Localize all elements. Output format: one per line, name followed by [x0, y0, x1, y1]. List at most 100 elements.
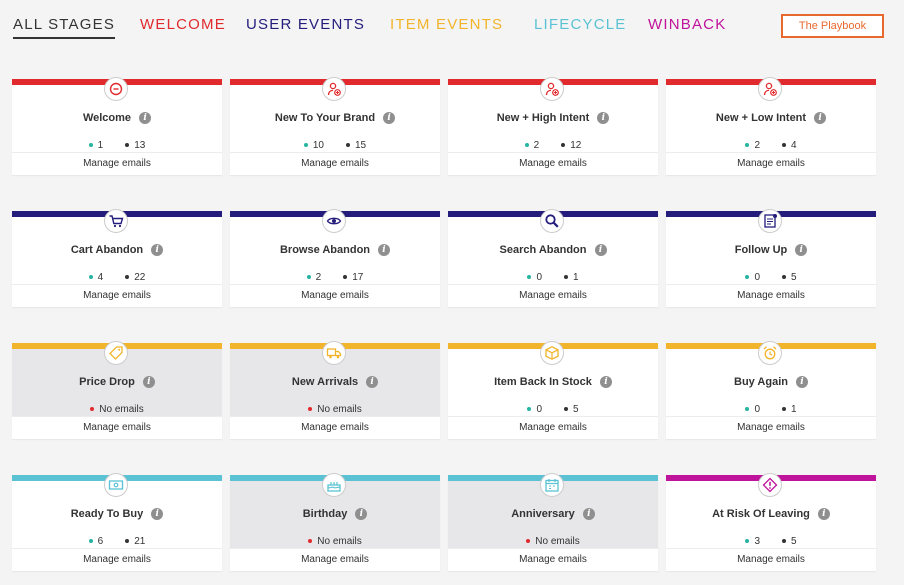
- manage-emails-link[interactable]: Manage emails: [666, 416, 876, 439]
- price-tag-icon: [109, 346, 123, 360]
- manage-emails-link[interactable]: Manage emails: [448, 284, 658, 307]
- playbook-button[interactable]: The Playbook: [781, 14, 884, 38]
- manage-emails-link[interactable]: Manage emails: [230, 152, 440, 175]
- stage-icon-badge: [758, 209, 782, 233]
- card-body[interactable]: Price Drop i No emails: [12, 341, 222, 416]
- email-stats: 1 13: [12, 138, 222, 152]
- card-body[interactable]: Cart Abandon i 4 22: [12, 209, 222, 284]
- no-emails-status: No emails: [308, 534, 362, 548]
- active-dot: [527, 275, 532, 279]
- active-count: 0: [536, 271, 542, 283]
- active-email-count: 0: [745, 402, 760, 416]
- info-icon[interactable]: i: [378, 244, 391, 256]
- active-dot: [527, 407, 532, 411]
- stage-card-welcome: Welcome i 1 13 Manage emails: [12, 77, 222, 175]
- card-body[interactable]: At Risk Of Leaving i 3 5: [666, 473, 876, 548]
- active-email-count: 1: [88, 138, 103, 152]
- card-body[interactable]: Search Abandon i 0 1: [448, 209, 658, 284]
- info-icon[interactable]: i: [599, 376, 612, 388]
- manage-emails-link[interactable]: Manage emails: [230, 284, 440, 307]
- eye-icon: [326, 217, 342, 225]
- manage-emails-link[interactable]: Manage emails: [12, 284, 222, 307]
- manage-emails-link[interactable]: Manage emails: [666, 152, 876, 175]
- email-stats: No emails: [12, 402, 222, 416]
- info-icon[interactable]: i: [814, 112, 827, 124]
- active-count: 10: [312, 139, 324, 151]
- inactive-email-count: 5: [782, 534, 797, 548]
- info-icon[interactable]: i: [355, 508, 368, 520]
- active-count: 0: [536, 403, 542, 415]
- card-body[interactable]: Ready To Buy i 6 21: [12, 473, 222, 548]
- tab-welcome[interactable]: WELCOME: [140, 16, 226, 33]
- card-body[interactable]: Browse Abandon i 2 17: [230, 209, 440, 284]
- card-body[interactable]: Buy Again i 0 1: [666, 341, 876, 416]
- card-title-row: Buy Again i: [666, 374, 876, 390]
- card-body[interactable]: New Arrivals i No emails: [230, 341, 440, 416]
- inactive-count: 15: [355, 139, 367, 151]
- info-icon[interactable]: i: [582, 508, 595, 520]
- info-icon[interactable]: i: [383, 112, 396, 124]
- tab-item-events[interactable]: ITEM EVENTS: [390, 16, 504, 33]
- info-icon[interactable]: i: [597, 112, 610, 124]
- email-stats: 6 21: [12, 534, 222, 548]
- stage-card-item-back-in-stock: Item Back In Stock i 0 5 Manage emails: [448, 341, 658, 439]
- stage-card-price-drop: Price Drop i No emails Manage emails: [12, 341, 222, 439]
- inactive-email-count: 5: [782, 270, 797, 284]
- tab-lifecycle[interactable]: LIFECYCLE: [534, 16, 627, 33]
- card-body[interactable]: New + High Intent i 2 12: [448, 77, 658, 152]
- manage-emails-link[interactable]: Manage emails: [12, 152, 222, 175]
- active-count: 4: [97, 271, 104, 283]
- card-title: Follow Up: [734, 244, 788, 256]
- info-icon[interactable]: i: [366, 376, 379, 388]
- manage-emails-link[interactable]: Manage emails: [12, 416, 222, 439]
- inactive-dot: [564, 407, 568, 411]
- card-body[interactable]: New To Your Brand i 10 15: [230, 77, 440, 152]
- info-icon[interactable]: i: [142, 376, 155, 388]
- manage-emails-link[interactable]: Manage emails: [230, 416, 440, 439]
- email-stats: 2 17: [230, 270, 440, 284]
- active-dot: [88, 143, 93, 147]
- info-icon[interactable]: i: [795, 244, 808, 256]
- stage-icon-badge: [322, 77, 346, 101]
- card-body[interactable]: Follow Up i 0 5: [666, 209, 876, 284]
- manage-emails-link[interactable]: Manage emails: [448, 548, 658, 571]
- info-icon[interactable]: i: [594, 244, 607, 256]
- no-emails-dot: [526, 539, 531, 543]
- cash-icon: [108, 480, 124, 490]
- manage-emails-link[interactable]: Manage emails: [448, 416, 658, 439]
- info-icon[interactable]: i: [139, 112, 152, 124]
- card-body[interactable]: Birthday i No emails: [230, 473, 440, 548]
- card-title: New + High Intent: [496, 112, 590, 124]
- info-icon[interactable]: i: [151, 244, 164, 256]
- card-body[interactable]: Item Back In Stock i 0 5: [448, 341, 658, 416]
- manage-emails-link[interactable]: Manage emails: [666, 548, 876, 571]
- tab-winback[interactable]: WINBACK: [648, 16, 727, 33]
- card-body[interactable]: Anniversary i No emails: [448, 473, 658, 548]
- card-title: Buy Again: [734, 376, 788, 388]
- active-count: 2: [754, 139, 760, 151]
- info-icon[interactable]: i: [817, 508, 830, 520]
- card-title: Ready To Buy: [70, 508, 144, 520]
- user-add-icon: [545, 82, 559, 96]
- manage-emails-link[interactable]: Manage emails: [230, 548, 440, 571]
- active-email-count: 3: [745, 534, 760, 548]
- card-title: At Risk Of Leaving: [712, 508, 810, 520]
- tab-user-events[interactable]: USER EVENTS: [246, 16, 366, 33]
- card-body[interactable]: New + Low Intent i 2 4: [666, 77, 876, 152]
- tab-all-stages[interactable]: ALL STAGES: [13, 16, 116, 39]
- card-title-row: Ready To Buy i: [12, 506, 222, 522]
- card-body[interactable]: Welcome i 1 13: [12, 77, 222, 152]
- inactive-email-count: 4: [782, 138, 797, 152]
- active-email-count: 2: [745, 138, 760, 152]
- inactive-count: 21: [134, 535, 146, 547]
- active-email-count: 2: [524, 138, 539, 152]
- info-icon[interactable]: i: [151, 508, 164, 520]
- inactive-email-count: 12: [561, 138, 581, 152]
- info-icon[interactable]: i: [796, 376, 808, 388]
- manage-emails-link[interactable]: Manage emails: [448, 152, 658, 175]
- manage-emails-link[interactable]: Manage emails: [12, 548, 222, 571]
- inactive-dot: [125, 143, 130, 147]
- box-icon: [545, 346, 559, 360]
- manage-emails-link[interactable]: Manage emails: [666, 284, 876, 307]
- calendar-icon: [545, 479, 559, 492]
